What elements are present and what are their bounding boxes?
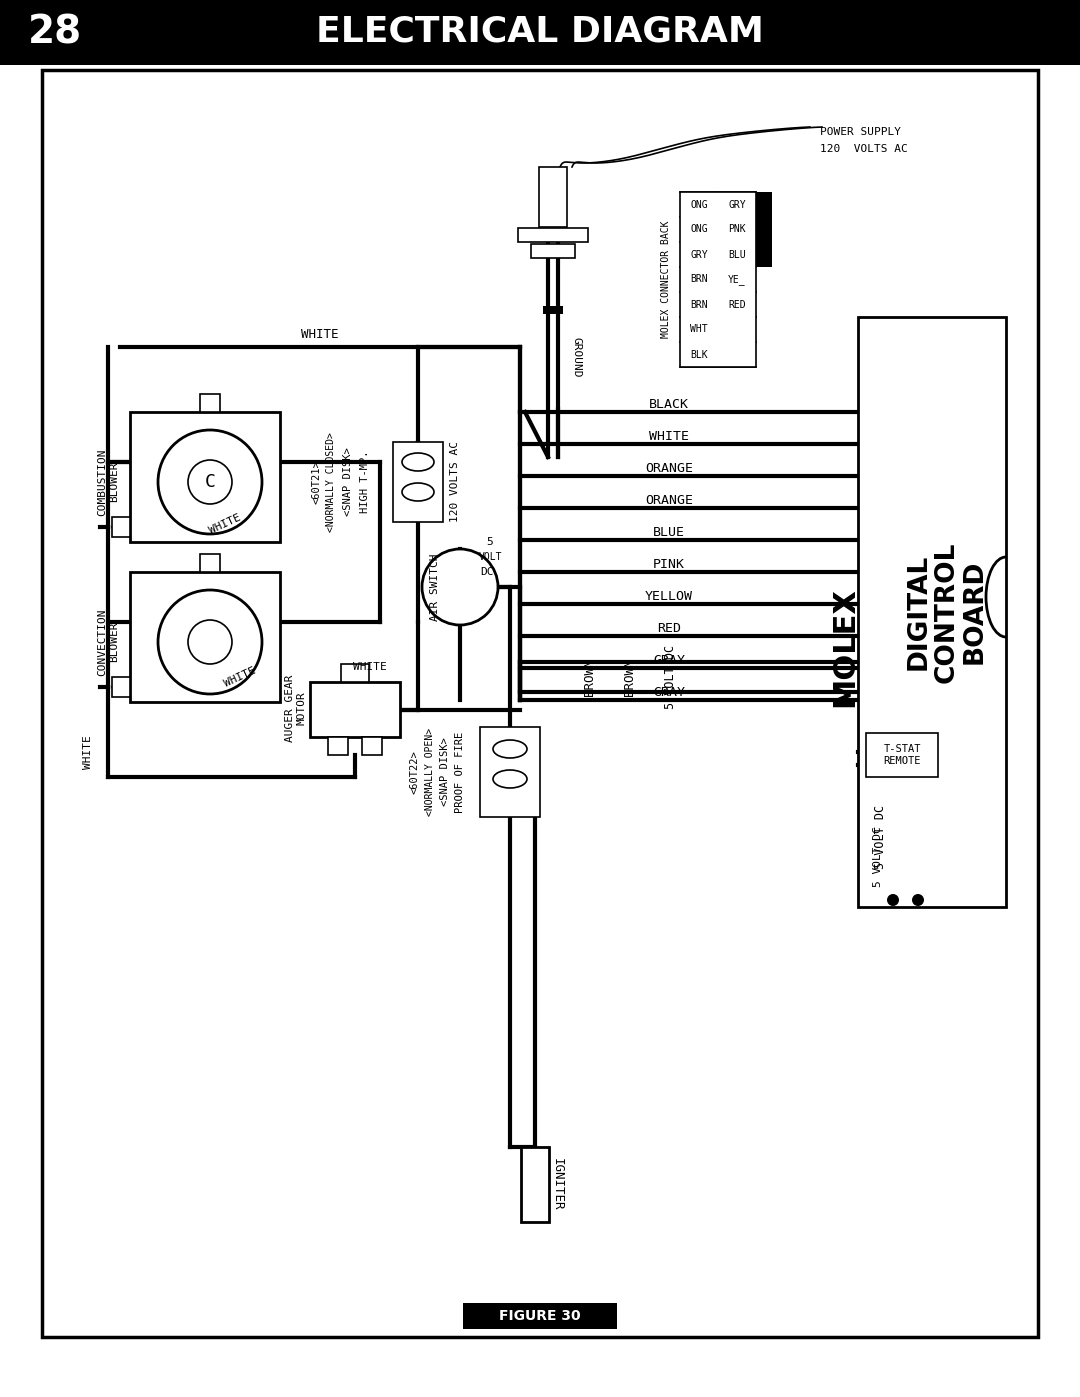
Text: COMBUSTION
BLOWER: COMBUSTION BLOWER	[97, 448, 119, 515]
Text: 120  VOLTS AC: 120 VOLTS AC	[820, 144, 908, 154]
Bar	[756, 191, 772, 267]
Bar	[341, 664, 369, 682]
Text: <SNAP DISK>: <SNAP DISK>	[343, 447, 353, 517]
Text: HIGH T-MP.: HIGH T-MP.	[360, 451, 370, 513]
Ellipse shape	[402, 483, 434, 502]
Text: BLACK: BLACK	[649, 398, 689, 411]
Text: ORANGE: ORANGE	[645, 461, 693, 475]
Text: PROOF OF FIRE: PROOF OF FIRE	[455, 732, 465, 813]
Circle shape	[422, 549, 498, 624]
Text: BRN: BRN	[690, 274, 707, 285]
Bar	[362, 738, 382, 754]
Bar	[518, 228, 588, 242]
Text: RED: RED	[728, 299, 746, 310]
Bar	[130, 412, 280, 542]
Text: BROWN: BROWN	[583, 658, 596, 696]
Text: 5: 5	[487, 536, 494, 548]
Text: ONG: ONG	[690, 200, 707, 210]
Text: MOLEX: MOLEX	[831, 587, 860, 707]
Text: CONVECTION
BLOWER: CONVECTION BLOWER	[97, 608, 119, 676]
Bar	[200, 394, 220, 412]
Bar	[0, 0, 1080, 66]
Bar	[393, 441, 443, 522]
Text: <NORMALLY CLOSED>: <NORMALLY CLOSED>	[326, 432, 336, 532]
Text: ORANGE: ORANGE	[645, 493, 693, 507]
Ellipse shape	[402, 453, 434, 471]
Text: GROUND: GROUND	[572, 337, 582, 377]
Text: 5 VOLT DC: 5 VOLT DC	[874, 805, 887, 869]
Text: <60T21>: <60T21>	[311, 460, 321, 504]
Text: 5 VOLT DC: 5 VOLT DC	[873, 827, 883, 887]
Bar	[539, 168, 567, 226]
Bar	[310, 682, 400, 738]
Text: 5 VOLT DC: 5 VOLT DC	[663, 645, 676, 710]
Text: T-STAT
REMOTE: T-STAT REMOTE	[883, 745, 921, 766]
Text: RED: RED	[657, 622, 681, 634]
Bar	[112, 678, 130, 697]
Text: <60T22>: <60T22>	[410, 750, 420, 793]
Circle shape	[912, 894, 924, 907]
Text: YELLOW: YELLOW	[645, 590, 693, 602]
Bar	[866, 733, 939, 777]
Text: ONG: ONG	[690, 225, 707, 235]
Text: BLK: BLK	[690, 349, 707, 359]
Text: WHITE: WHITE	[649, 429, 689, 443]
Circle shape	[158, 590, 262, 694]
Text: AUGER GEAR
MOTOR: AUGER GEAR MOTOR	[285, 675, 307, 742]
Bar	[130, 571, 280, 703]
Ellipse shape	[492, 740, 527, 759]
Text: BROWN: BROWN	[623, 658, 636, 696]
Bar	[480, 726, 540, 817]
Text: PINK: PINK	[653, 557, 685, 570]
Bar	[200, 555, 220, 571]
Text: POWER SUPPLY: POWER SUPPLY	[820, 127, 901, 137]
Text: GRY: GRY	[690, 250, 707, 260]
Ellipse shape	[492, 770, 527, 788]
Text: C: C	[204, 474, 215, 490]
Text: GRAY: GRAY	[653, 654, 685, 666]
Text: 28: 28	[28, 13, 82, 52]
Text: FIGURE 30: FIGURE 30	[499, 1309, 581, 1323]
Text: <NORMALLY OPEN>: <NORMALLY OPEN>	[426, 728, 435, 816]
Text: WHITE: WHITE	[353, 662, 387, 672]
Text: WHT: WHT	[690, 324, 707, 334]
Text: GRAY: GRAY	[653, 686, 685, 698]
Text: 120 VOLTS AC: 120 VOLTS AC	[450, 441, 460, 522]
Text: VOLT: VOLT	[478, 552, 502, 562]
Circle shape	[158, 430, 262, 534]
Text: WHITE: WHITE	[301, 328, 339, 341]
Text: AIR SWITCH: AIR SWITCH	[430, 553, 440, 620]
Bar	[543, 306, 563, 314]
Bar	[858, 317, 1005, 907]
Text: BLU: BLU	[728, 250, 746, 260]
Bar	[463, 1303, 617, 1329]
Text: YE_: YE_	[728, 274, 746, 285]
Text: <SNAP DISK>: <SNAP DISK>	[440, 738, 450, 806]
Text: IGNITER: IGNITER	[551, 1158, 564, 1211]
Text: WHITE: WHITE	[83, 735, 93, 768]
Bar	[328, 738, 348, 754]
Bar	[521, 1147, 549, 1222]
Text: BLUE: BLUE	[653, 525, 685, 538]
Bar	[112, 517, 130, 536]
Text: MOLEX CONNECTOR BACK: MOLEX CONNECTOR BACK	[661, 221, 671, 338]
Circle shape	[188, 460, 232, 504]
Text: WHITE: WHITE	[207, 513, 242, 535]
Circle shape	[887, 894, 899, 907]
Text: DIGITAL
CONTROL
BOARD: DIGITAL CONTROL BOARD	[906, 541, 988, 683]
Text: GRY: GRY	[728, 200, 746, 210]
Circle shape	[188, 620, 232, 664]
Text: ELECTRICAL DIAGRAM: ELECTRICAL DIAGRAM	[316, 15, 764, 49]
Text: DC: DC	[481, 567, 494, 577]
Text: BRN: BRN	[690, 299, 707, 310]
Text: WHITE: WHITE	[222, 665, 257, 689]
Bar	[680, 191, 756, 367]
Text: PNK: PNK	[728, 225, 746, 235]
Bar	[531, 244, 575, 258]
